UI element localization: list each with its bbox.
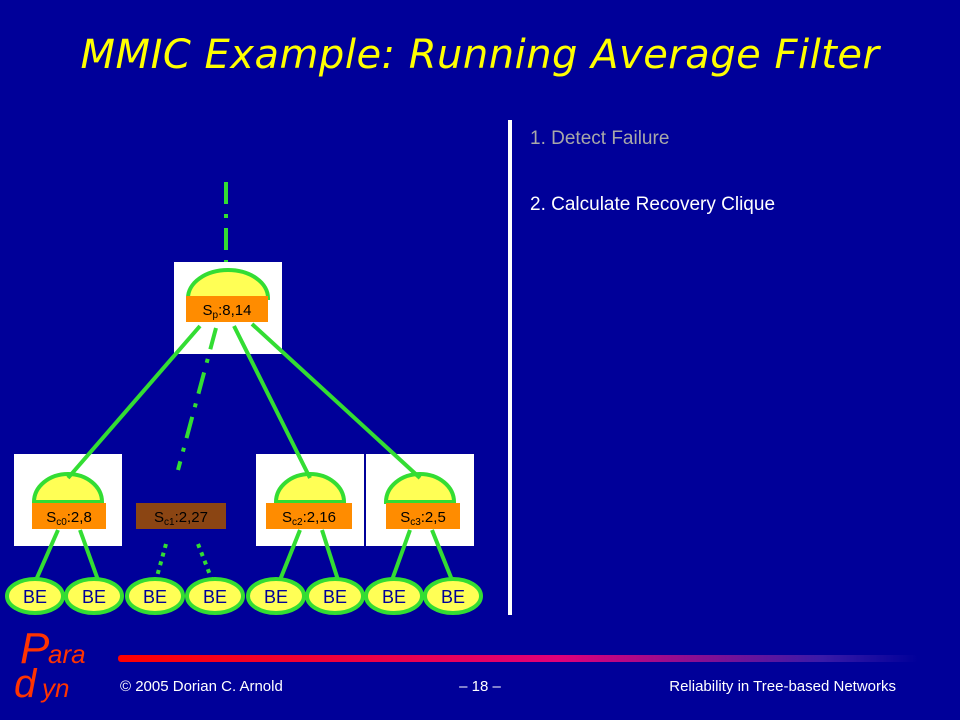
tree-links	[34, 182, 454, 581]
be-leaf-1	[5, 577, 65, 615]
be-label-8: BE	[441, 587, 465, 607]
paradyn-logo-yn: yn	[40, 673, 69, 703]
be-label-5: BE	[264, 587, 288, 607]
paradyn-logo-d: d	[14, 662, 38, 705]
link-c2-to-be5	[278, 529, 302, 581]
be-leaf-4	[185, 577, 245, 615]
child-node-label-bg-c1-failed	[136, 503, 226, 529]
paradyn-logo: P ara d yn	[14, 625, 86, 705]
child-node-label-bg-c0	[32, 503, 106, 529]
child-node-label-bg-c2	[266, 503, 352, 529]
link-c3-to-be8	[430, 529, 454, 581]
child-node-label-c1: Sc1:2,27	[154, 509, 208, 528]
root-node-label-bg	[186, 296, 268, 322]
be-leaf-3	[125, 577, 185, 615]
child-node-label-bg-c3	[386, 503, 460, 529]
be-label-6: BE	[323, 587, 347, 607]
link-c1-to-be4-failed	[196, 543, 214, 581]
be-leaf-7	[364, 577, 424, 615]
link-c3-to-be7	[390, 529, 412, 581]
child-node-label-c2: Sc2:2,16	[282, 509, 336, 528]
root-node-head	[185, 268, 271, 300]
footer-subject: Reliability in Tree-based Networks	[669, 678, 896, 695]
be-label-4: BE	[203, 587, 227, 607]
paradyn-logo-ara: ara	[48, 639, 86, 669]
root-node-label: Sp:8,14	[203, 302, 252, 321]
slide-title: MMIC Example: Running Average Filter	[80, 32, 880, 78]
be-leaf-2	[64, 577, 124, 615]
be-label-2: BE	[82, 587, 106, 607]
child-node-label-c3: Sc3:2,5	[400, 509, 446, 528]
be-label-1: BE	[23, 587, 47, 607]
link-c1-to-be3-failed	[154, 543, 168, 581]
footer-page-number: – 18 –	[459, 678, 501, 695]
be-label-7: BE	[382, 587, 406, 607]
footer-gradient-rule	[118, 655, 918, 662]
step-detect-failure: 1. Detect Failure	[530, 128, 670, 149]
be-leaf-8	[423, 577, 483, 615]
child-node-label-c0: Sc0:2,8	[46, 509, 92, 528]
child-node-head-c3	[383, 472, 457, 504]
paradyn-logo-p: P	[20, 625, 50, 673]
link-root-to-c2	[232, 325, 312, 479]
link-c0-to-be1	[34, 529, 60, 581]
link-c0-to-be2	[78, 529, 100, 581]
be-leaf-6	[305, 577, 365, 615]
be-label-3: BE	[143, 587, 167, 607]
step-calculate-recovery-clique: 2. Calculate Recovery Clique	[530, 194, 776, 215]
child-node-head-c2	[273, 472, 347, 504]
link-root-to-c0	[66, 324, 202, 480]
link-root-to-c3	[250, 322, 422, 480]
vertical-divider	[508, 120, 512, 615]
be-leaf-5	[246, 577, 306, 615]
footer-copyright: © 2005 Dorian C. Arnold	[120, 678, 283, 695]
leaf-row: BE BE BE BE BE BE BE BE	[5, 577, 483, 615]
link-c2-to-be6	[320, 529, 340, 581]
